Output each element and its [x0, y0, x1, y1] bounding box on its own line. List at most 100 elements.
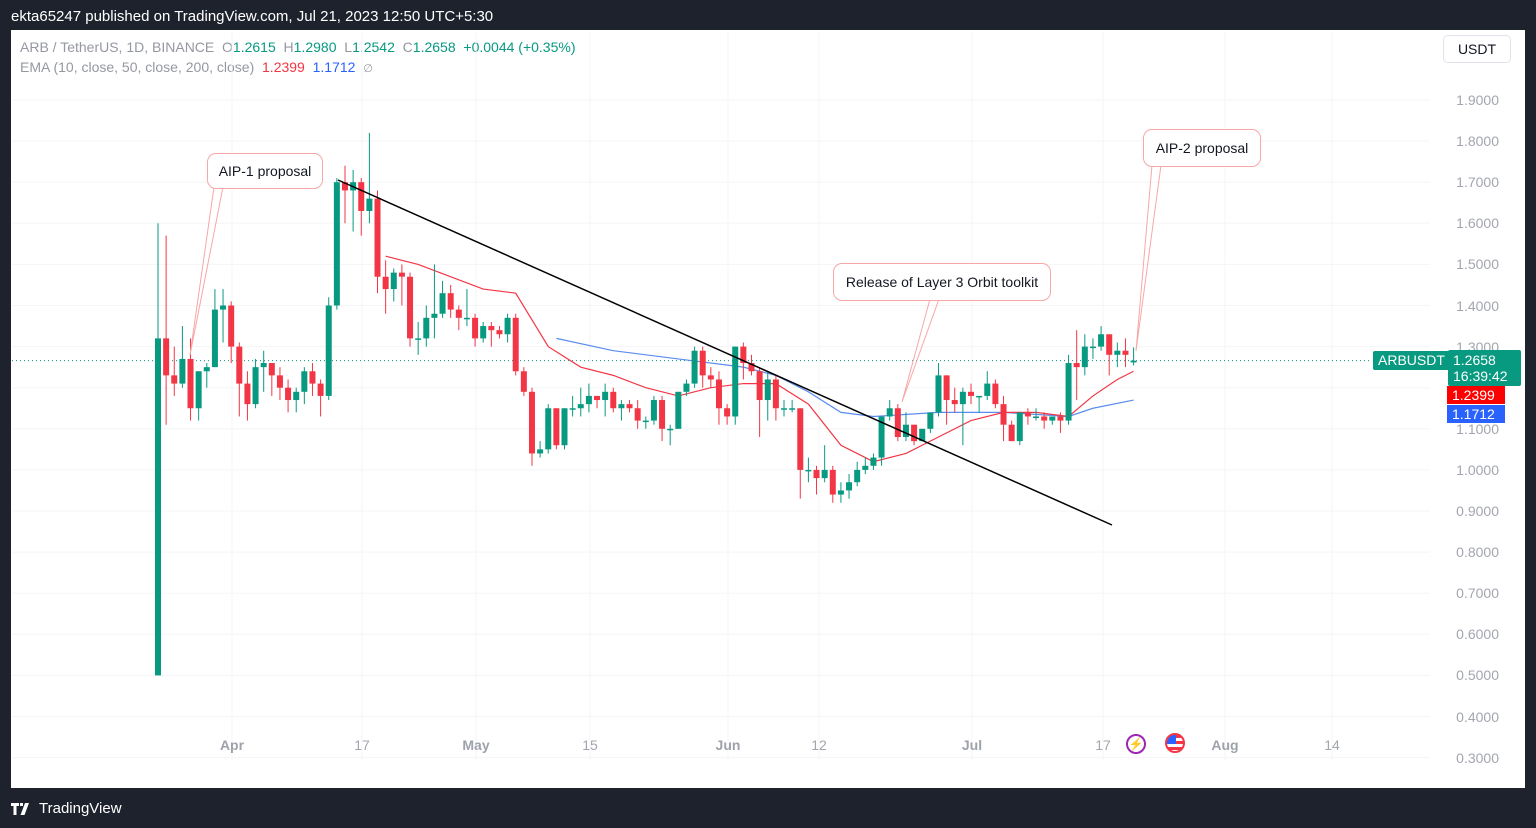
candle [602, 383, 609, 417]
callout-label[interactable]: AIP-2 proposal [1143, 129, 1261, 167]
symbol-legend: ARB / TetherUS, 1D, BINANCE O1.2615 H1.2… [20, 39, 576, 55]
candle [268, 363, 275, 396]
candle [1106, 334, 1113, 376]
candle [309, 363, 316, 396]
candle [1122, 338, 1129, 368]
candle [472, 313, 479, 347]
candle [683, 379, 690, 396]
price-tick: 1.7000 [1456, 174, 1499, 191]
candle [382, 260, 389, 314]
last-price-value: 1.2658 [1453, 352, 1496, 368]
candle [220, 289, 227, 343]
trendline [337, 179, 1113, 526]
candle [764, 371, 771, 421]
candle [1073, 330, 1080, 401]
ema-label[interactable]: EMA (10, close, 50, close, 200, close) [20, 59, 255, 75]
candle [252, 358, 259, 409]
candle [1049, 416, 1056, 425]
candle [1065, 354, 1072, 425]
candle [398, 264, 405, 306]
candle [577, 387, 584, 417]
candle [179, 326, 186, 388]
time-tick: Apr [219, 737, 245, 753]
price-tick: 0.3000 [1456, 749, 1499, 766]
candle [626, 400, 633, 413]
change-value: +0.0044 (+0.35%) [463, 39, 576, 55]
candle [943, 375, 950, 425]
candle [846, 474, 853, 499]
candle [585, 383, 592, 413]
price-tick: 0.6000 [1456, 626, 1499, 643]
high-value: 1.2980 [293, 39, 337, 55]
candle [163, 235, 170, 425]
candle [407, 272, 414, 347]
candle [260, 350, 267, 392]
candle [350, 169, 357, 232]
candle [447, 284, 454, 318]
candle [886, 400, 893, 421]
candle [870, 453, 877, 470]
candle [244, 371, 251, 421]
candle [496, 326, 503, 339]
candle [854, 461, 861, 487]
symbol-price-tag: ARBUSDT [1373, 351, 1450, 370]
candle [512, 313, 519, 376]
candle [366, 132, 373, 224]
tradingview-logo-icon [11, 802, 29, 815]
last-price-tag: 1.2658 16:39:42 [1448, 350, 1521, 386]
candle [228, 301, 235, 364]
candle [675, 391, 682, 429]
candle [480, 321, 487, 343]
candle [211, 289, 218, 368]
time-tick: Jul [961, 737, 983, 753]
ema10-value: 1.2399 [262, 59, 305, 75]
candle [862, 457, 869, 475]
close-value: 1.2658 [412, 39, 456, 55]
candle [968, 383, 974, 405]
candle [992, 379, 999, 409]
candle [984, 371, 991, 401]
candle [439, 280, 446, 318]
candle [1016, 412, 1023, 446]
symbol-name[interactable]: ARB / TetherUS, 1D, BINANCE [20, 39, 215, 55]
candle [1024, 408, 1031, 425]
callout-label[interactable]: AIP-1 proposal [207, 153, 323, 189]
candle [358, 178, 365, 236]
ema50-value: 1.1712 [312, 59, 356, 75]
candle [203, 363, 210, 388]
candle [691, 346, 698, 388]
time-tick: 17 [1095, 737, 1111, 753]
price-tick: 0.9000 [1456, 503, 1499, 519]
candle [341, 165, 348, 224]
candle [195, 371, 202, 421]
lightning-icon[interactable]: ⚡ [1126, 734, 1146, 754]
time-tick: 17 [354, 737, 370, 753]
candle [789, 400, 796, 413]
us-flag-icon[interactable] [1165, 733, 1185, 753]
candle [537, 441, 544, 458]
candle [455, 305, 462, 331]
candle [813, 465, 820, 495]
open-value: 1.2615 [232, 39, 276, 55]
candle [667, 424, 674, 446]
ema10-price-tag: 1.2399 [1447, 386, 1505, 404]
footer-brand: TradingView [11, 800, 122, 817]
candle [911, 424, 918, 446]
candle [374, 190, 381, 294]
callout-label[interactable]: Release of Layer 3 Orbit toolkit [833, 263, 1051, 301]
candle [699, 346, 706, 388]
currency-button[interactable]: USDT [1443, 35, 1511, 63]
candle [610, 387, 617, 413]
candle [520, 367, 527, 396]
candle [919, 428, 926, 442]
candle [293, 387, 300, 413]
price-tick: 1.1000 [1456, 420, 1499, 437]
candle [894, 404, 901, 442]
candle [1000, 395, 1007, 442]
candle [325, 297, 332, 401]
price-tick: 1.4000 [1456, 297, 1499, 314]
price-tick: 1.8000 [1456, 133, 1499, 150]
candle [1081, 334, 1088, 376]
price-tick: 0.8000 [1456, 544, 1499, 561]
